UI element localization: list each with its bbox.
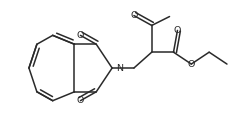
Text: N: N: [116, 64, 123, 73]
Text: O: O: [174, 26, 181, 35]
Text: O: O: [130, 11, 138, 20]
Text: O: O: [188, 60, 195, 69]
Text: O: O: [77, 96, 84, 105]
Text: O: O: [77, 31, 84, 40]
